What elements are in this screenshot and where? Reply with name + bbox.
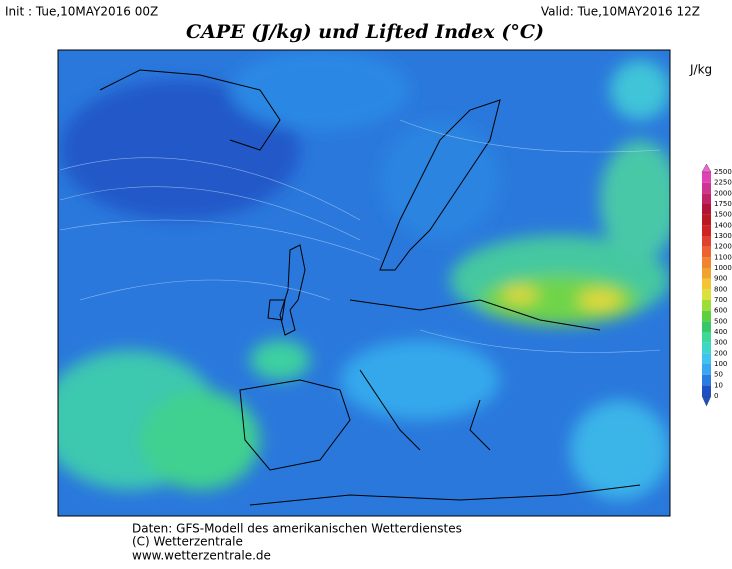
- colorbar-label: 50: [714, 371, 723, 379]
- colorbar-label: 300: [714, 339, 727, 347]
- colorbar-segment: [702, 204, 711, 215]
- footer-line: Daten: GFS-Modell des amerikanischen Wet…: [132, 522, 462, 536]
- colorbar-segment: [702, 289, 711, 300]
- colorbar-label: 1750: [714, 200, 732, 208]
- legend-unit: J/kg: [689, 63, 712, 77]
- colorbar-label: 2500: [714, 168, 732, 176]
- colorbar-label: 100: [714, 360, 727, 368]
- colorbar-label: 1300: [714, 232, 732, 240]
- colorbar-segment: [702, 353, 711, 364]
- footer-line: www.wetterzentrale.de: [132, 549, 271, 563]
- colorbar-segment: [702, 300, 711, 311]
- colorbar-label: 1100: [714, 253, 732, 261]
- colorbar-segment: [702, 268, 711, 279]
- valid-time: Valid: Tue,10MAY2016 12Z: [541, 5, 700, 19]
- colorbar-segment: [702, 364, 711, 375]
- footer-line: (C) Wetterzentrale: [132, 535, 243, 549]
- colorbar-label: 700: [714, 296, 727, 304]
- colorbar-segment: [702, 182, 711, 194]
- colorbar-segment: [702, 385, 711, 396]
- colorbar-segment: [702, 374, 711, 386]
- colorbar-label: 1000: [714, 264, 732, 272]
- colorbar-label: 2250: [714, 179, 732, 187]
- colorbar-segment: [702, 236, 711, 247]
- colorbar-segment: [702, 257, 711, 268]
- colorbar-label: 400: [714, 328, 727, 336]
- colorbar-label: 1400: [714, 221, 732, 229]
- colorbar-segment: [702, 214, 711, 226]
- colorbar-cap: [701, 163, 712, 173]
- colorbar-segment: [702, 321, 711, 332]
- colorbar-label: 2000: [714, 189, 732, 197]
- colorbar-segment: [702, 310, 711, 322]
- colorbar-label: 1500: [714, 211, 732, 219]
- colorbar-segment: [702, 278, 711, 290]
- init-time: Init : Tue,10MAY2016 00Z: [5, 5, 158, 19]
- colorbar-segment: [702, 246, 711, 258]
- colorbar-segment: [702, 193, 711, 204]
- colorbar-cap: [701, 395, 712, 407]
- colorbar-label: 200: [714, 349, 727, 357]
- colorbar-segment: [702, 172, 711, 183]
- colorbar-label: 500: [714, 317, 727, 325]
- map-title: CAPE (J/kg) und Lifted Index (°C): [186, 21, 544, 43]
- colorbar-segment: [702, 332, 711, 343]
- colorbar-label: 600: [714, 307, 727, 315]
- colorbar-segment: [702, 342, 711, 354]
- colorbar-label: 0: [714, 392, 718, 400]
- map: [57, 49, 671, 517]
- colorbar-label: 10: [714, 381, 723, 389]
- colorbar-label: 800: [714, 285, 727, 293]
- colorbar-segment: [702, 225, 711, 236]
- colorbar-label: 900: [714, 275, 727, 283]
- colorbar: 0 10 50 100 200 300 400 500 600 700 800 900 1000 1100…: [701, 163, 732, 407]
- colorbar-label: 1200: [714, 243, 732, 251]
